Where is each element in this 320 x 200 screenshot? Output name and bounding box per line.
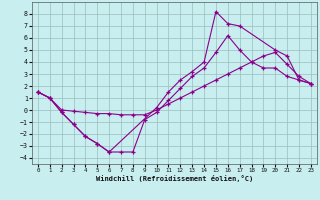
X-axis label: Windchill (Refroidissement éolien,°C): Windchill (Refroidissement éolien,°C) — [96, 175, 253, 182]
